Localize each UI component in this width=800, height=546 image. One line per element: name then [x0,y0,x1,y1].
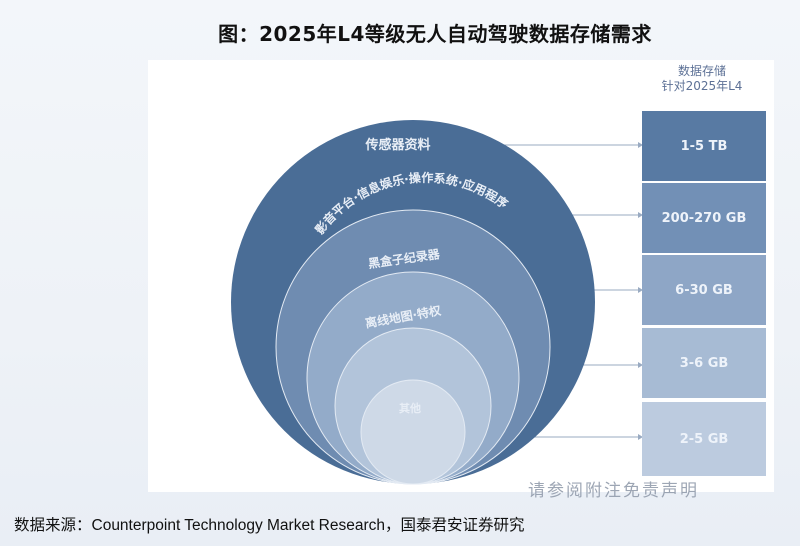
arrowhead-4 [638,362,643,368]
layer-circle-5 [360,379,466,485]
storage-box-1: 1-5 TB [642,111,766,181]
storage-column-header-line2: 针对2025年L4 [661,79,743,93]
source-note: 数据来源：Counterpoint Technology Market Rese… [14,517,525,534]
nested-circles-diagram: 传感器资料 影音平台·信息娱乐·操作系统·应用程序 黑盒子纪录器 离线地图·特权… [231,120,643,485]
storage-box-2: 200-270 GB [642,183,766,253]
storage-box-3: 6-30 GB [642,255,766,325]
arrowhead-3 [638,287,643,293]
arrowhead-1 [638,142,643,148]
layer-label-5: 其他 [399,401,421,415]
storage-column-header: 数据存储 针对2025年L4 [638,64,766,94]
storage-box-5: 2-5 GB [642,402,766,476]
arrowhead-5 [638,434,643,440]
disclaimer-watermark: 请参阅附注免责声明 [528,481,699,501]
arrowhead-2 [638,212,643,218]
storage-box-4: 3-6 GB [642,328,766,398]
diagram-panel: 传感器资料 影音平台·信息娱乐·操作系统·应用程序 黑盒子纪录器 离线地图·特权… [148,60,774,492]
storage-column-header-line1: 数据存储 [677,64,726,78]
layer-label-1: 传感器资料 [364,137,430,153]
figure-title: 图：2025年L4等级无人自动驾驶数据存储需求 [218,22,652,46]
